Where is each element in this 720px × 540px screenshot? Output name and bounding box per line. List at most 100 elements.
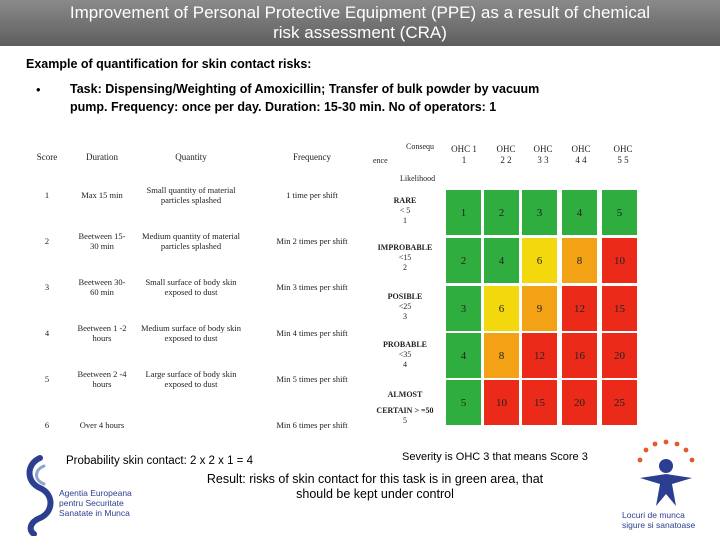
table-row: 1 Max 15 min Small quantity of material … [22,172,374,218]
likelihood-name: IMPROBABLE [377,243,433,252]
likelihood-name: RARE [393,196,417,205]
severity-name: OHC [496,144,516,154]
healthy-workplaces-logo: Locuri de munca sigure si sanatoase [610,436,720,540]
risk-cell: 4 [484,238,519,283]
severity-header: OHC 2 2 [488,144,524,166]
quantity-cell [132,402,250,448]
severity-header: OHC 4 4 [563,144,599,166]
likelihood-detail: <15 [398,253,412,262]
risk-cell: 1 [446,190,481,235]
bullet-icon: • [36,82,41,97]
duration-cell: Beetween 1 -2 hours [77,322,127,344]
risk-cell: 3 [446,286,481,331]
duration-cell: Beetween 2 -4 hours [77,368,127,390]
quantity-cell: Large surface of body skin exposed to du… [145,368,237,390]
duration-cell: Max 15 min [81,189,123,200]
frequency-cell: Min 3 times per shift [276,281,348,292]
logo-text-line: Sanatate in Munca [59,508,130,518]
likelihood-row-label: PROBABLE <35 4 [366,340,444,370]
risk-cell: 10 [602,238,637,283]
score-table: Score Duration Quantity Frequency 1 Max … [22,142,374,448]
likelihood-detail: <35 [398,350,412,359]
risk-cell: 15 [602,286,637,331]
risk-cell: 4 [446,333,481,378]
risk-cell: 8 [562,238,597,283]
risk-cell: 20 [602,333,637,378]
duration-cell: Over 4 hours [79,419,125,430]
severity-value: 1 [461,155,467,165]
quantity-header: Quantity [175,151,207,162]
severity-value: 5 5 [617,155,629,165]
logo-text-line: Locuri de munca [622,510,685,520]
score-cell: 4 [44,327,50,338]
likelihood-row-label: ALMOST CERTAIN > =50 5 [366,390,444,426]
likelihood-label: Likelihood [400,174,436,183]
duration-cell: Beetween 30-60 min [78,276,126,298]
severity-value: 2 2 [500,155,512,165]
likelihood-detail: < 5 [399,206,411,215]
table-row: 6 Over 4 hours Min 6 times per shift [22,402,374,448]
eu-osha-emblem-icon [26,455,54,537]
result-text: Result: risks of skin contact for this t… [206,472,544,501]
score-cell: 1 [44,189,50,200]
risk-cell: 16 [562,333,597,378]
risk-cell: 25 [602,380,637,425]
risk-cell: 5 [602,190,637,235]
task-description: Task: Dispensing/Weighting of Amoxicilli… [70,82,540,114]
duration-cell: Beetween 15-30 min [78,230,126,252]
likelihood-row-label: RARE < 5 1 [366,196,444,226]
table-row: 4 Beetween 1 -2 hours Medium surface of … [22,310,374,356]
severity-value: 4 4 [575,155,587,165]
quantity-cell: Small surface of body skin exposed to du… [145,276,237,298]
severity-header: OHC 1 1 [446,144,482,166]
likelihood-name: POSIBLE [387,292,423,301]
table-row: 2 Beetween 15-30 min Medium quantity of … [22,218,374,264]
risk-cell: 10 [484,380,519,425]
consequence-label: Consequ [406,142,434,151]
title-line-1: Improvement of Personal Protective Equip… [69,3,651,22]
frequency-cell: Min 5 times per shift [276,373,348,384]
likelihood-detail: <25 [398,302,412,311]
title-line-2: risk assessment (CRA) [273,23,447,42]
logo-text-line: Agentia Europeana [59,488,132,498]
quantity-cell: Small quantity of material particles spl… [146,184,236,206]
eu-osha-name: Agentia Europeana pentru Securitate Sana… [59,488,132,518]
subtitle: Example of quantification for skin conta… [26,57,312,71]
risk-cell: 15 [522,380,557,425]
risk-cell: 4 [562,190,597,235]
score-cell: 5 [44,373,50,384]
logo-text-line: sigure si sanatoase [622,520,696,530]
eu-osha-logo: Agentia Europeana pentru Securitate Sana… [22,454,132,537]
severity-name: OHC [571,144,591,154]
risk-cell: 6 [522,238,557,283]
likelihood-name: ALMOST [387,390,423,399]
likelihood-score: 4 [403,360,407,369]
risk-cell: 3 [522,190,557,235]
likelihood-score: 2 [403,263,407,272]
risk-cell: 8 [484,333,519,378]
frequency-cell: 1 time per shift [286,189,338,200]
frequency-cell: Min 2 times per shift [276,235,348,246]
likelihood-score: 1 [403,216,407,225]
likelihood-row-label: POSIBLE <25 3 [366,292,444,322]
score-cell: 3 [44,281,50,292]
risk-cell: 2 [484,190,519,235]
likelihood-row-label: IMPROBABLE <15 2 [366,243,444,273]
risk-cell: 12 [522,333,557,378]
score-cell: 6 [44,419,50,430]
risk-cell: 9 [522,286,557,331]
risk-cell: 20 [562,380,597,425]
severity-value: 3 3 [537,155,549,165]
slide-title: Improvement of Personal Protective Equip… [0,0,720,46]
severity-header: OHC 3 3 [525,144,561,166]
severity-note: Severity is OHC 3 that means Score 3 [402,451,588,463]
score-header: Score [36,151,58,162]
risk-cell: 12 [562,286,597,331]
likelihood-detail: CERTAIN > =50 [376,406,434,415]
severity-name: OHC [533,144,553,154]
likelihood-score: 5 [403,416,407,425]
quantity-cell: Medium quantity of material particles sp… [142,230,240,252]
consequence-label-suffix: ence [373,156,388,165]
score-cell: 2 [44,235,50,246]
frequency-cell: Min 4 times per shift [276,327,348,338]
